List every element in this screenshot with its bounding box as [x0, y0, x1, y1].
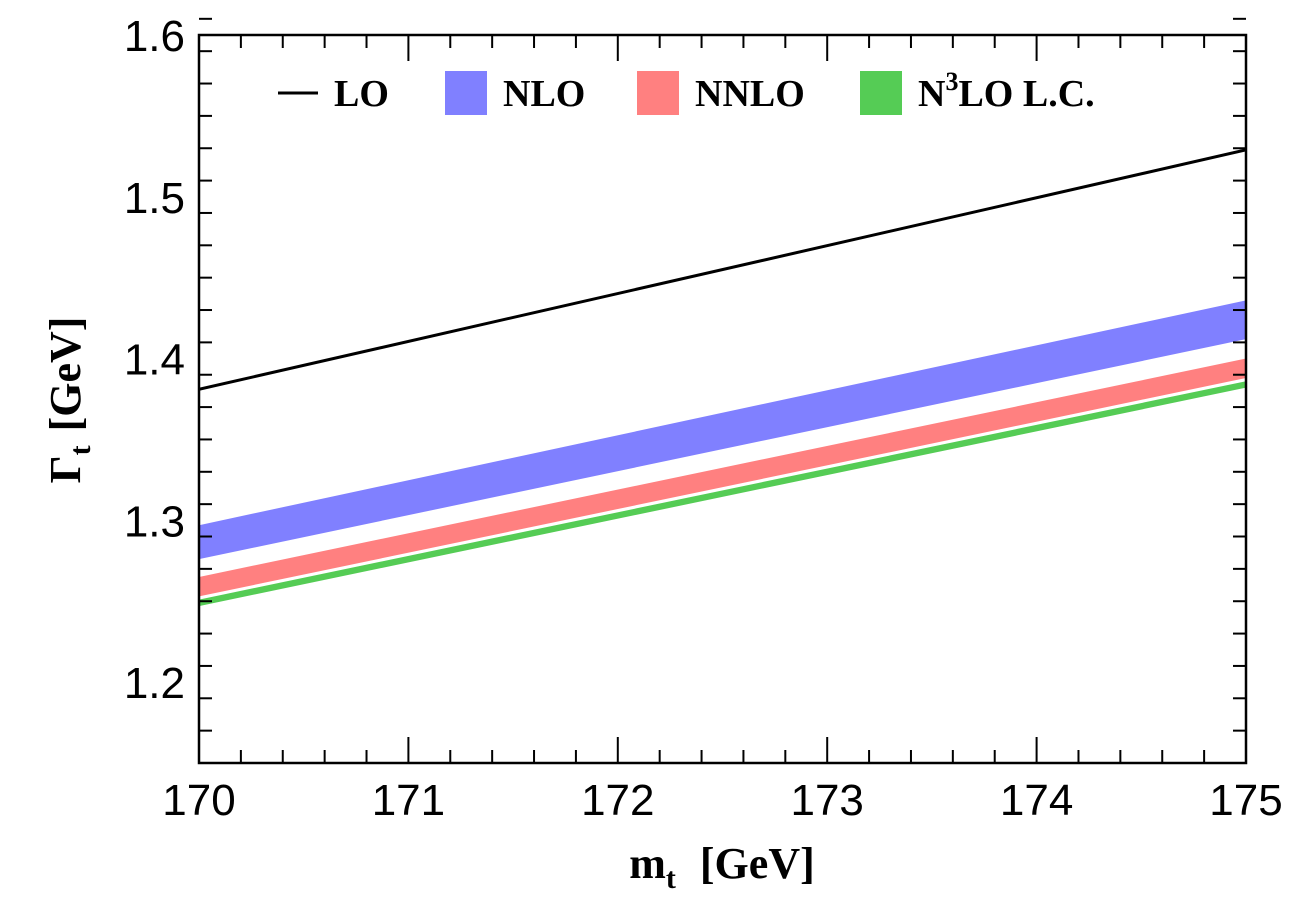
tick-labels: 170 171 172 173 174 175 1.2 1.3 1.4 1.5 1.6 — [124, 12, 1283, 825]
legend-item-nnlo: NNLO — [637, 71, 805, 115]
legend-swatch-nnlo — [637, 71, 679, 115]
legend-label-base: N — [918, 73, 945, 115]
y-tick-label-1-2: 1.2 — [124, 659, 185, 708]
plot-border — [197, 33, 1248, 765]
legend-swatch-nlo — [445, 71, 487, 115]
x-tick-label-171: 171 — [372, 776, 445, 825]
y-axis-label: Γt [GeV] — [41, 317, 97, 484]
y-axis-label-unit: [GeV] — [41, 317, 90, 432]
legend-label-sup: 3 — [945, 67, 958, 96]
y-axis-label-sub: t — [64, 445, 97, 455]
legend-item-lo: LO — [278, 73, 389, 115]
y-tick-label-1-6: 1.6 — [124, 12, 185, 61]
plot-frame — [197, 33, 1248, 765]
axis-ticks — [198, 17, 1247, 764]
legend-label-n3lo-l-c: N3LO L.C. — [918, 67, 1095, 115]
x-axis-label-unit: [GeV] — [700, 839, 815, 888]
y-tick-label-1-5: 1.5 — [124, 174, 185, 223]
series-nnlo-band — [199, 358, 1246, 597]
legend-item-n3lo-l-c: N3LO L.C. — [860, 67, 1095, 115]
series-n3lo-l-c-band — [199, 381, 1246, 607]
x-tick-label-175: 175 — [1209, 776, 1282, 825]
legend-label-nlo: NLO — [503, 73, 585, 115]
legend: LO NLO NNLO N3LO L.C. — [278, 67, 1095, 115]
x-tick-label-170: 170 — [162, 776, 235, 825]
axis-titles: mt [GeV]Γt[GeV] — [41, 317, 815, 895]
legend-label-rest: LO L.C. — [958, 73, 1094, 115]
y-tick-label-1-4: 1.4 — [124, 336, 185, 385]
legend-label-nnlo: NNLO — [695, 73, 805, 115]
series-lo-line — [199, 148, 1246, 391]
legend-label-lo: LO — [334, 73, 389, 115]
y-tick-label-1-3: 1.3 — [124, 497, 185, 546]
legend-swatch-n3lo-l-c — [860, 71, 902, 115]
x-axis-label: mt [GeV] — [629, 839, 815, 895]
x-axis-label-sub: t — [666, 862, 676, 895]
x-axis-label-symbol: m — [629, 839, 666, 888]
series-layer — [199, 148, 1246, 607]
x-tick-label-173: 173 — [790, 776, 863, 825]
x-tick-label-172: 172 — [581, 776, 654, 825]
series-nlo-band — [199, 300, 1246, 560]
y-axis-label-symbol: Γ — [41, 455, 90, 483]
x-tick-label-174: 174 — [1000, 776, 1073, 825]
legend-item-nlo: NLO — [445, 71, 585, 115]
